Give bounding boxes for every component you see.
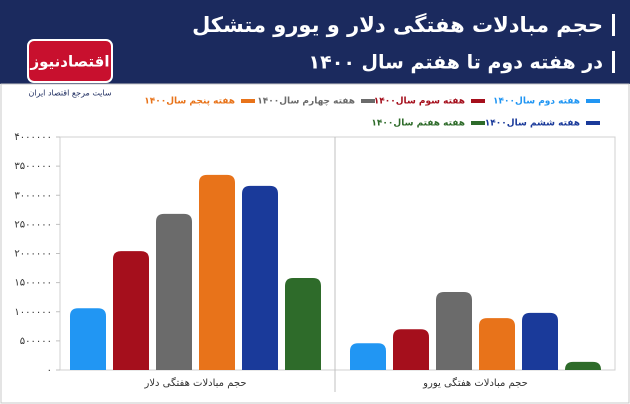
legend-label: هفته هفتم سال۱۴۰۰	[371, 119, 465, 129]
y-tick-label: ۵۰۰۰۰۰	[20, 336, 52, 347]
bar	[113, 251, 149, 370]
bar	[285, 277, 321, 370]
chart-subtitle: در هفته دوم تا هفتم سال ۱۴۰۰	[309, 52, 604, 74]
bar	[156, 213, 192, 370]
bar	[242, 185, 278, 370]
legend-label: هفته چهارم سال۱۴۰۰	[257, 97, 355, 107]
y-tick-label: ۳۵۰۰۰۰۰	[14, 161, 52, 172]
y-tick-label: ۲۵۰۰۰۰۰	[14, 219, 52, 230]
legend-swatch	[361, 99, 375, 103]
title-bar	[612, 14, 615, 36]
bar	[70, 308, 106, 370]
bar	[199, 174, 235, 370]
legend-swatch	[586, 121, 600, 125]
x-tick-label: حجم مبادلات هفتگی دلار	[143, 377, 246, 389]
bar	[436, 291, 472, 370]
legend-swatch	[241, 99, 255, 103]
legend-swatch	[471, 99, 485, 103]
y-tick-label: ۰	[47, 365, 52, 376]
x-tick-label: حجم مبادلات هفتگی یورو	[422, 377, 528, 389]
logo	[27, 39, 113, 83]
title-bar	[612, 51, 615, 73]
chart-title: حجم مبادلات هفتگی دلار و یورو متشکل	[192, 12, 603, 37]
bar	[565, 361, 601, 370]
legend-swatch	[586, 99, 600, 103]
legend-label: هفته پنجم سال۱۴۰۰	[144, 97, 235, 107]
bar	[350, 343, 386, 370]
y-tick-label: ۱۰۰۰۰۰۰	[14, 307, 52, 318]
logo-tagline: سایت مرجع اقتصاد ایران	[28, 89, 111, 98]
bar	[522, 312, 558, 370]
bar	[393, 329, 429, 370]
y-tick-label: ۳۰۰۰۰۰۰	[14, 190, 52, 201]
y-tick-label: ۱۵۰۰۰۰۰	[14, 278, 52, 289]
logo-text: اقتصادنیوز	[30, 53, 110, 71]
y-tick-label: ۲۰۰۰۰۰۰	[14, 249, 52, 260]
y-tick-label: ۴۰۰۰۰۰۰	[14, 132, 52, 143]
legend-swatch	[471, 121, 485, 125]
bar	[479, 318, 515, 370]
legend-label: هفته ششم سال۱۴۰۰	[485, 119, 580, 129]
legend-label: هفته سوم سال۱۴۰۰	[374, 97, 465, 107]
frame	[0, 83, 630, 404]
legend-label: هفته دوم سال۱۴۰۰	[493, 97, 580, 107]
